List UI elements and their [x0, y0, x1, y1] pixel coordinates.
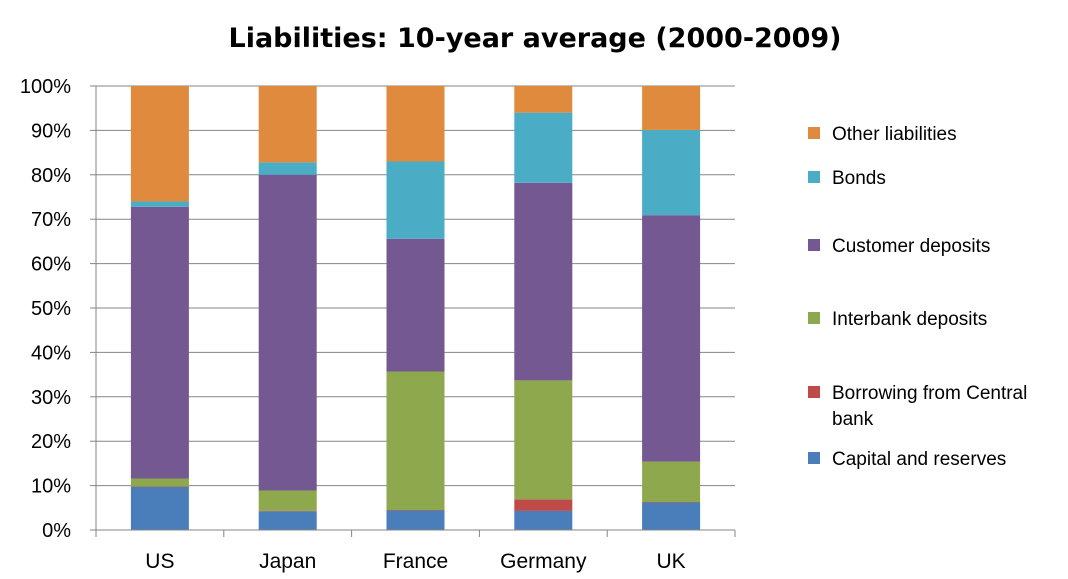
legend-item: Capital and reserves — [808, 449, 1006, 470]
legend-label: Borrowing from Central bank — [832, 383, 1027, 430]
legend-item: Bonds — [808, 168, 886, 189]
bar-segment — [386, 371, 445, 511]
bar-segment — [514, 182, 573, 381]
legend-item: Customer deposits — [808, 236, 990, 257]
legend-label: Customer deposits — [832, 236, 990, 257]
bar-segment — [386, 161, 445, 239]
legend: Other liabilities Bonds Customer deposits I… — [808, 124, 1027, 470]
y-tick-label: 80% — [31, 165, 71, 187]
bar-segment — [386, 238, 445, 372]
bar-segment — [642, 129, 701, 216]
bar-segment — [258, 162, 317, 175]
legend-label: Capital and reserves — [832, 449, 1006, 470]
bar-segment — [386, 86, 445, 162]
y-tick-label: 70% — [31, 209, 71, 231]
axes — [95, 86, 736, 537]
y-tick-label: 100% — [20, 76, 71, 98]
y-tick-label: 20% — [31, 431, 71, 453]
legend-swatch — [808, 312, 820, 324]
y-tick-label: 50% — [31, 298, 71, 320]
y-tick-label: 30% — [31, 387, 71, 409]
legend-swatch — [808, 452, 820, 464]
bar-segment — [130, 86, 189, 202]
legend-swatch — [808, 127, 820, 139]
legend-label: Other liabilities — [832, 124, 957, 145]
legend-item: Other liabilities — [808, 124, 957, 145]
bar-segment — [258, 174, 317, 491]
legend-swatch — [808, 171, 820, 183]
x-axis-category-labels: US Japan France Germany UK — [145, 550, 685, 573]
bar-segment — [130, 206, 189, 479]
y-tick-label: 10% — [31, 476, 71, 498]
legend-swatch — [808, 239, 820, 251]
bar-segment — [514, 510, 573, 530]
bar-segment — [642, 461, 701, 503]
y-axis-tick-labels: 0% 10% 20% 30% 40% 50% 60% 70% 80% 90% 100% — [20, 76, 71, 542]
bar-segment — [258, 86, 317, 163]
x-category-label: Germany — [500, 550, 587, 573]
x-category-label: UK — [657, 550, 686, 573]
chart-title: Liabilities: 10-year average (2000-2009) — [228, 23, 841, 54]
bar-segment — [386, 510, 445, 530]
bar-segment — [258, 511, 317, 530]
stacked-bars — [130, 86, 701, 530]
bar-segment — [130, 201, 189, 207]
bar-segment — [642, 86, 701, 130]
legend-label: Bonds — [832, 168, 886, 189]
y-tick-label: 40% — [31, 342, 71, 364]
y-tick-label: 0% — [42, 520, 71, 542]
bar-segment — [514, 380, 573, 500]
legend-swatch — [808, 386, 820, 398]
x-category-label: Japan — [259, 550, 316, 573]
bar-segment — [514, 86, 573, 113]
bar-segment — [130, 478, 189, 487]
bar-segment — [514, 499, 573, 511]
x-category-label: France — [383, 550, 448, 573]
bar-segment — [642, 502, 701, 530]
y-tick-label: 60% — [31, 254, 71, 276]
legend-item: Borrowing from Central bank — [808, 383, 1027, 430]
legend-label: Interbank deposits — [832, 309, 987, 330]
x-category-label: US — [145, 550, 174, 573]
bar-segment — [130, 486, 189, 530]
legend-item: Interbank deposits — [808, 309, 987, 330]
bar-segment — [642, 215, 701, 462]
y-tick-label: 90% — [31, 120, 71, 142]
bar-segment — [258, 490, 317, 511]
bar-segment — [514, 112, 573, 183]
